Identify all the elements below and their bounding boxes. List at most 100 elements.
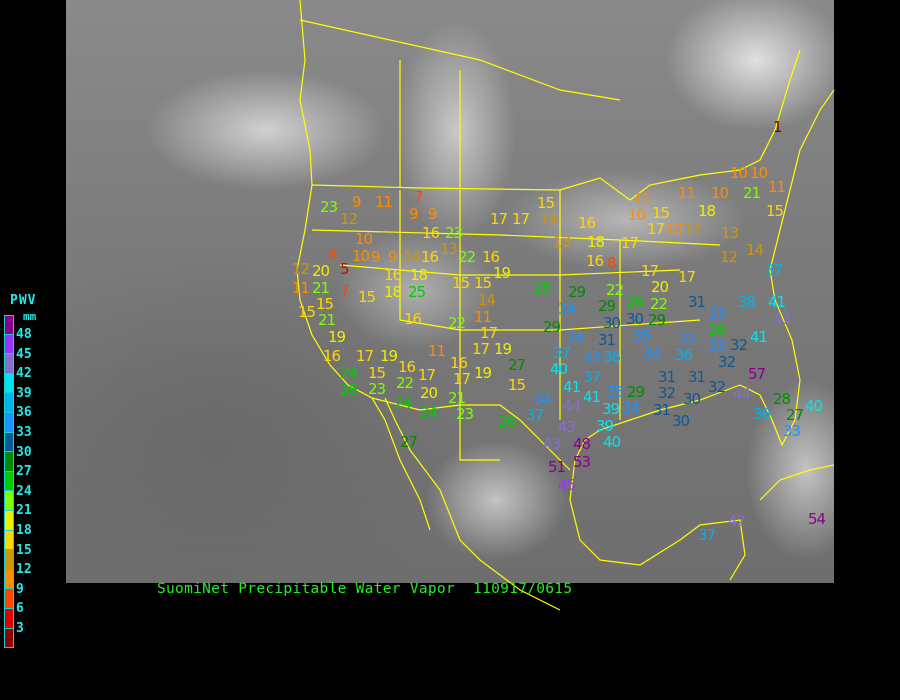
legend-tick-label: 6 (16, 601, 24, 617)
station-pwv-value: 21 (743, 184, 761, 202)
station-pwv-value: 18 (410, 266, 428, 284)
station-pwv-value: 34 (622, 399, 640, 417)
map-title: SuomiNet Precipitable Water Vapor 110917… (157, 581, 573, 597)
station-pwv-value: 17 (356, 347, 374, 365)
legend-tick-label: 36 (16, 405, 32, 421)
legend-tick-label: 48 (16, 327, 32, 342)
gulf-coast (574, 89, 835, 461)
station-pwv-value: 10 (711, 184, 729, 202)
station-pwv-value: 15 (298, 303, 316, 321)
station-pwv-value: 16 (578, 214, 596, 232)
station-pwv-value: 21 (318, 311, 336, 329)
west-coast (296, 0, 431, 531)
station-pwv-value: 15 (474, 274, 492, 292)
state-line (459, 190, 500, 461)
legend-tick-label: 39 (16, 385, 32, 401)
station-pwv-value: 41 (768, 293, 786, 311)
legend-swatch (4, 530, 14, 551)
station-pwv-value: 29 (543, 318, 561, 336)
station-pwv-value: 39 (602, 400, 620, 418)
station-pwv-value: 30 (683, 390, 701, 408)
station-pwv-value: 45 (558, 476, 576, 494)
station-pwv-value: 33 (708, 337, 726, 355)
station-pwv-value: 15 (358, 288, 376, 306)
station-pwv-value: 14 (746, 241, 764, 259)
station-pwv-value: 41 (583, 388, 601, 406)
station-pwv-value: 28 (773, 390, 791, 408)
legend-swatch (4, 393, 14, 413)
legend-swatch (4, 608, 14, 629)
station-pwv-value: 32 (718, 353, 736, 371)
legend-swatch (4, 491, 14, 511)
station-pwv-value: 16 (398, 358, 416, 376)
station-pwv-value: 23 (320, 198, 338, 216)
station-pwv-value: 31 (688, 368, 706, 386)
station-pwv-value: 41 (563, 378, 581, 396)
station-pwv-value: 16 (586, 252, 604, 270)
station-pwv-value: 11 (474, 308, 492, 326)
station-pwv-value: 24 (340, 364, 358, 382)
station-pwv-value: 10 (730, 164, 748, 182)
legend-swatch (4, 569, 14, 590)
station-pwv-value: 15 (537, 194, 555, 212)
station-pwv-value: 24 (420, 403, 438, 421)
station-pwv-value: 31 (658, 368, 676, 386)
legend-swatch (4, 432, 14, 453)
station-pwv-value: 19 (493, 264, 511, 282)
station-pwv-value: 25 (408, 283, 426, 301)
station-pwv-value: 31 (688, 293, 706, 311)
legend-tick-label: 33 (16, 425, 32, 440)
legend-swatch (4, 550, 14, 570)
station-pwv-value: 35 (606, 383, 624, 401)
station-pwv-value: 26 (340, 381, 358, 399)
station-pwv-value: 17 (641, 262, 659, 280)
station-pwv-value: 10 (628, 206, 646, 224)
station-pwv-value: 26 (533, 279, 551, 297)
station-pwv-value: 43 (543, 435, 561, 453)
legend-swatch (4, 628, 14, 649)
station-pwv-value: 17 (512, 210, 530, 228)
station-pwv-value: 23 (368, 380, 386, 398)
legend-tick-label: 24 (16, 483, 32, 499)
station-pwv-value: 12 (720, 248, 738, 266)
station-pwv-value: 13 (440, 240, 458, 258)
station-pwv-value: 22 (396, 374, 414, 392)
station-pwv-value: 33 (708, 305, 726, 323)
station-pwv-value: 11 (634, 190, 652, 208)
station-pwv-value: 26 (626, 293, 644, 311)
station-pwv-value: 7 (340, 282, 349, 300)
station-pwv-value: 15 (766, 202, 784, 220)
station-pwv-value: 29 (627, 383, 645, 401)
station-pwv-value: 44 (563, 397, 581, 415)
station-pwv-value: 16 (384, 266, 402, 284)
station-pwv-value: 43 (558, 418, 576, 436)
us-canada-border (311, 49, 801, 201)
legend-tick-label: 21 (16, 503, 32, 519)
station-pwv-value: 34 (533, 390, 551, 408)
legend-swatch (4, 471, 14, 492)
station-pwv-value: 40 (603, 433, 621, 451)
station-pwv-value: 30 (672, 412, 690, 430)
station-pwv-value: 15 (316, 295, 334, 313)
legend-title: PWV (10, 293, 37, 308)
station-pwv-value: 10 (352, 247, 370, 265)
station-pwv-value: 39 (596, 417, 614, 435)
station-pwv-value: 30 (603, 314, 621, 332)
color-scale-bar (4, 315, 14, 649)
station-pwv-value: 9 (409, 205, 418, 223)
station-pwv-value: 30 (626, 310, 644, 328)
station-pwv-value: 32 (730, 336, 748, 354)
station-pwv-value: 11 (375, 193, 393, 211)
station-pwv-value: 48 (573, 435, 591, 453)
station-pwv-value: 53 (573, 453, 591, 471)
station-pwv-value: 9 (428, 205, 437, 223)
station-pwv-value: 32 (708, 378, 726, 396)
station-pwv-value: 16 (421, 248, 439, 266)
station-pwv-value: 16 (450, 354, 468, 372)
station-pwv-value: 11 (678, 184, 696, 202)
station-pwv-value: 17 (647, 220, 665, 238)
station-pwv-value: 14 (403, 248, 421, 266)
station-pwv-value: 16 (323, 347, 341, 365)
legend-tick-label: 42 (16, 366, 32, 382)
station-pwv-value: 21 (312, 279, 330, 297)
